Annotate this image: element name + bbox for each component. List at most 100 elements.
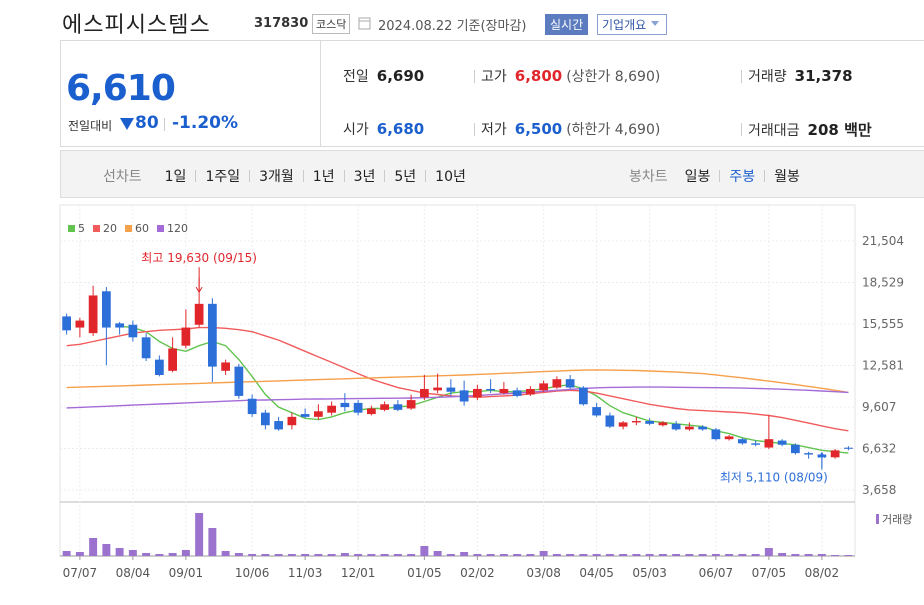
item: 전일 6,690 [343,66,424,86]
item-label: 저가 [481,122,507,138]
candle-body [552,379,562,388]
candle-body [75,320,85,328]
item-label: 고가 [481,69,507,85]
volume-bar [380,554,389,556]
volume-bar [234,553,243,556]
tab-label: 봉차트 [629,169,668,185]
candle-body [393,404,403,410]
y-tick-label: 18,529 [862,276,904,290]
candle-body [751,443,760,445]
candle-body [234,366,244,396]
company-button[interactable]: 기업개요 [597,14,668,35]
legend-label: 5 [78,222,85,235]
volume-bar [592,554,601,556]
volume-bar [168,553,177,556]
tab[interactable]: 3개월 [259,169,294,185]
candle-body [486,388,495,391]
volume-bar [128,550,137,556]
volume-bar [62,551,71,556]
market-badge: 코스닥 [312,14,351,34]
ma-line [119,325,849,454]
candle-body [645,421,654,424]
separator [384,170,386,182]
calendar-icon [358,17,371,30]
volume-bar [102,544,111,556]
item: 고가 6,800 (상한가 8,690) [481,66,660,86]
volume-bar [685,554,694,556]
change-label: 전일대비 [68,119,113,133]
date: 2024.08.22 기준(장마감) [378,19,527,34]
candle-body [711,429,721,440]
y-tick-label: 15,555 [862,317,904,331]
volume-bar [486,554,495,556]
candle-body [671,423,681,430]
tab[interactable]: 일봉 [684,169,711,185]
y-tick-label: 21,504 [862,234,904,248]
separator [425,170,427,182]
item: 시가 6,680 [343,119,424,139]
volume-bar [433,551,442,556]
volume-bar [393,554,402,556]
tab-active[interactable]: 주봉 [729,169,756,185]
candle-body [579,387,588,405]
item-value: 31,378 [794,67,853,85]
item-value: 208 백만 [807,121,872,139]
volume-bar [579,554,588,556]
volume-bar [619,554,628,556]
realtime-button[interactable]: 실시간 [545,14,589,35]
x-tick-label: 07/07 [63,566,98,580]
volume-bar [672,554,681,556]
tab[interactable]: 1일 [164,169,187,185]
summary-box [60,40,924,147]
tab[interactable]: 5년 [394,169,417,185]
candle-body [221,362,230,371]
high-annotation: 최고 19,630 (09/15) [141,251,257,265]
volume-bar [711,554,720,556]
candle-body [102,291,111,328]
low-annotation: 최저 5,110 (08/09) [720,471,828,485]
volume-bar [460,552,469,556]
volume-bar [513,554,522,556]
legend-swatch [68,225,75,232]
volume-bar [155,554,164,556]
stock-name: 에스피시스템스 [62,13,211,38]
item-note: (하한가 4,690) [566,122,661,138]
separator [764,170,766,182]
tab[interactable]: 10년 [435,169,466,185]
x-tick-label: 01/05 [407,566,442,580]
candle-body [380,404,389,410]
candle-body [168,348,177,371]
item-label: 거래대금 [748,123,800,139]
candle-body [261,412,270,426]
item-label: 전일 [343,69,369,85]
change-rate: -1.20% [172,113,239,133]
candle-body [274,421,283,430]
volume-bar [261,554,270,556]
separator [302,170,304,182]
item-value: 6,680 [376,120,425,138]
tab[interactable]: 3년 [353,169,376,185]
volume-bar [221,551,230,556]
legend-label: 120 [167,222,188,235]
tab-label: 선차트 [103,169,142,185]
candle-body [605,415,615,427]
candle-body [658,422,668,426]
x-tick-label: 08/04 [116,566,151,580]
volume-bar [327,554,336,556]
tab[interactable]: 월봉 [774,169,800,185]
ma-line [66,369,849,394]
tab[interactable]: 1주일 [205,169,241,185]
volume-bar [181,550,190,556]
volume-bar [142,553,151,556]
x-tick-label: 09/01 [169,566,204,580]
volume-bar [340,553,349,556]
line-tabs: 선차트 1일 1주일 3개월 1년 3년 5년 10년 [103,166,466,186]
legend-swatch [125,225,132,232]
x-tick-label: 06/07 [699,566,734,580]
tab[interactable]: 1년 [312,169,335,185]
volume-bar [791,554,800,556]
volume-bar [89,538,98,556]
volume-bar [738,554,747,556]
candle-body [128,324,138,338]
candle-body [181,327,191,346]
